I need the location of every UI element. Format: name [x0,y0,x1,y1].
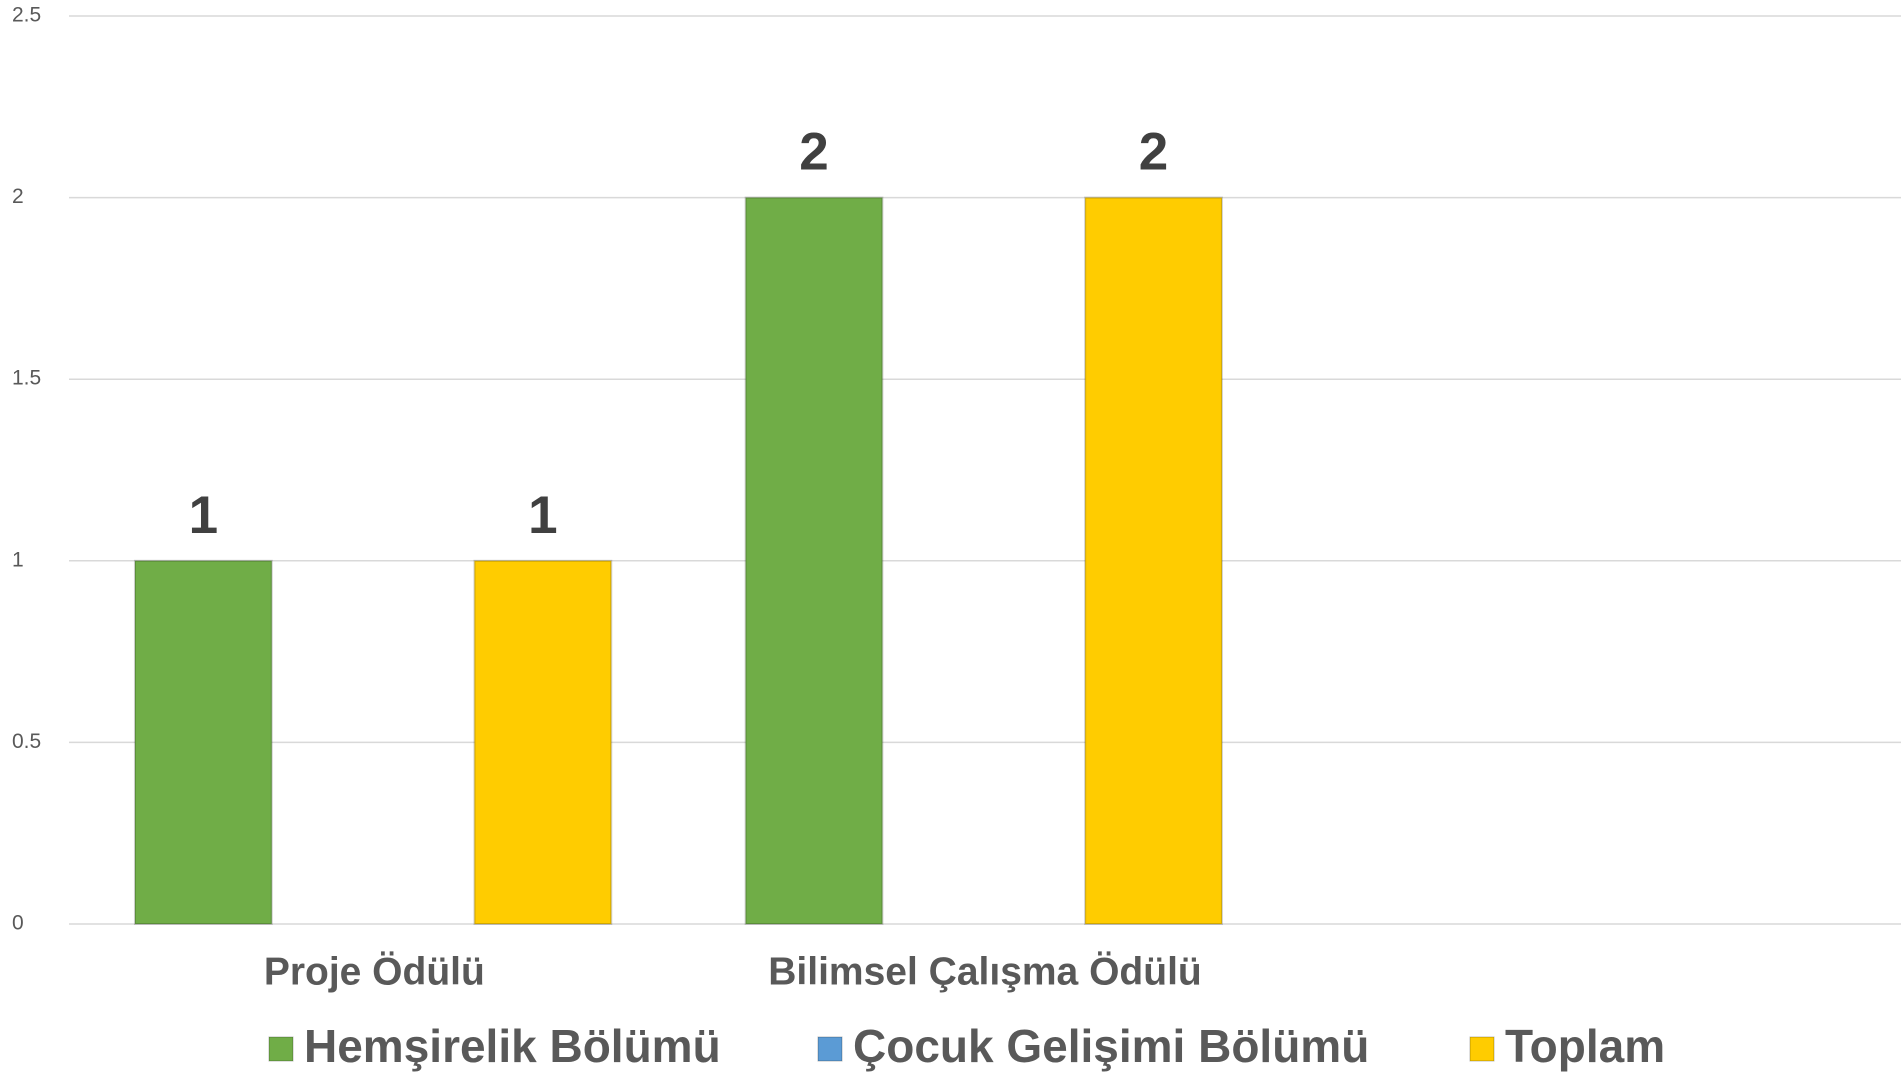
x-tick-label: Bilimsel Çalışma Ödülü [768,950,1201,993]
y-tick-label: 2.5 [12,4,41,27]
bar [1084,196,1223,926]
legend-swatch [268,1036,294,1062]
y-tick-label: 0 [12,912,24,935]
y-tick-label: 1 [12,548,24,571]
y-tick-label: 2 [12,185,24,208]
data-label: 1 [528,486,557,545]
legend-label: Çocuk Gelişimi Bölümü [853,1020,1369,1072]
data-label: 1 [189,486,218,545]
bar [473,559,613,925]
data-label: 2 [1139,123,1168,182]
y-tick-label: 1.5 [12,367,41,390]
legend-label: Toplam [1505,1020,1665,1072]
bar [133,559,273,925]
data-label: 2 [799,123,828,182]
legend-label: Hemşirelik Bölümü [304,1020,721,1072]
legend-swatch [817,1036,843,1062]
bar [744,196,884,926]
y-tick-label: 0.5 [12,730,41,753]
x-tick-label: Proje Ödülü [264,950,485,993]
legend-swatch [1469,1036,1495,1062]
